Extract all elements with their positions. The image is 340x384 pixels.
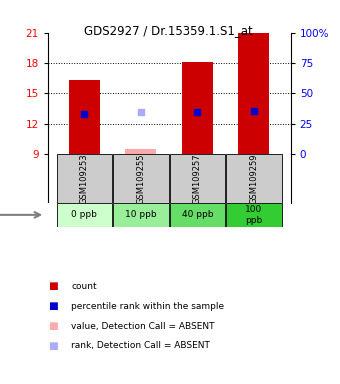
- Text: ■: ■: [48, 281, 57, 291]
- Text: GSM109255: GSM109255: [136, 153, 146, 204]
- Text: GDS2927 / Dr.15359.1.S1_at: GDS2927 / Dr.15359.1.S1_at: [84, 24, 253, 37]
- Bar: [182, 62, 213, 154]
- Bar: [69, 80, 100, 154]
- Text: ■: ■: [48, 321, 57, 331]
- Bar: [226, 154, 282, 203]
- Bar: [170, 203, 225, 227]
- Bar: [113, 203, 169, 227]
- Bar: [57, 154, 112, 203]
- Text: count: count: [71, 281, 97, 291]
- Text: rank, Detection Call = ABSENT: rank, Detection Call = ABSENT: [71, 341, 210, 351]
- Point: [82, 111, 87, 117]
- Text: percentile rank within the sample: percentile rank within the sample: [71, 301, 224, 311]
- Text: ■: ■: [48, 341, 57, 351]
- Bar: [170, 154, 225, 203]
- Bar: [113, 154, 169, 203]
- Text: GSM109253: GSM109253: [80, 153, 89, 204]
- Point: [251, 108, 257, 114]
- Text: GSM109259: GSM109259: [250, 153, 258, 204]
- Text: 0 ppb: 0 ppb: [71, 210, 97, 219]
- Point: [138, 109, 143, 115]
- Text: 100
ppb: 100 ppb: [245, 205, 262, 225]
- Text: GSM109257: GSM109257: [193, 153, 202, 204]
- Text: ■: ■: [48, 301, 57, 311]
- Text: 40 ppb: 40 ppb: [182, 210, 213, 219]
- Bar: [57, 203, 112, 227]
- Bar: [125, 149, 156, 154]
- Text: value, Detection Call = ABSENT: value, Detection Call = ABSENT: [71, 321, 215, 331]
- Bar: [238, 33, 270, 154]
- Point: [195, 109, 200, 115]
- Bar: [226, 203, 282, 227]
- Text: 10 ppb: 10 ppb: [125, 210, 157, 219]
